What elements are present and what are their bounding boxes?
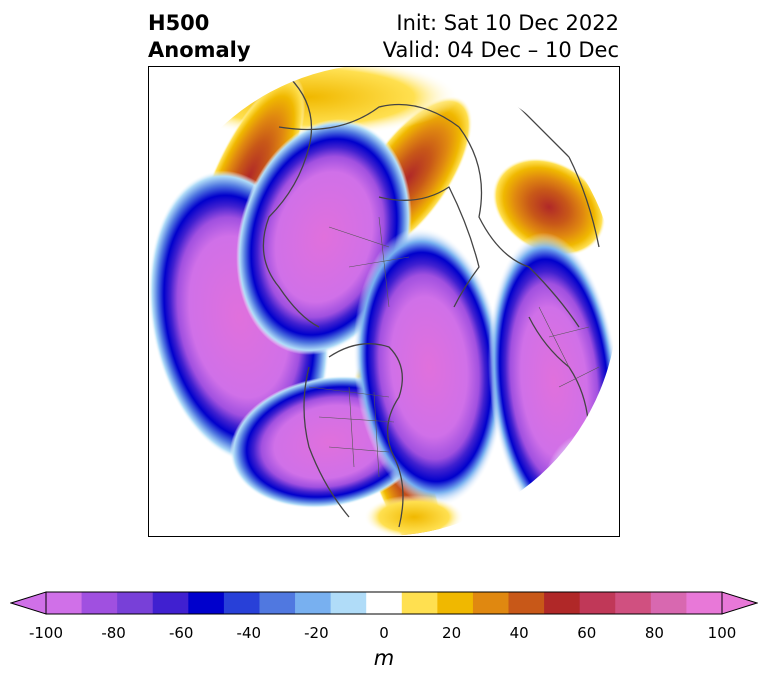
colorbar-tick-label: 100: [707, 624, 737, 642]
political-borders: [308, 216, 600, 478]
colorbar-segment: [579, 592, 616, 614]
trough-central: [353, 227, 505, 507]
colorbar-segment: [544, 592, 581, 614]
colorbar-segment: [330, 592, 367, 614]
map-dates: Init: Sat 10 Dec 2022 Valid: 04 Dec – 10…: [383, 10, 619, 64]
colorbar-segment: [366, 592, 403, 614]
colorbar-tick-label: -100: [28, 624, 64, 642]
title-type: Anomaly: [148, 38, 251, 62]
colorbar-tick-label: -20: [304, 624, 329, 642]
colorbar-segment: [223, 592, 260, 614]
colorbar-extend-min: [10, 591, 47, 615]
colorbar-segment: [508, 592, 545, 614]
coastlines: [262, 76, 600, 528]
title-variable: H500: [148, 11, 210, 35]
colorbar-segment: [259, 592, 296, 614]
colorbar-segment: [81, 592, 118, 614]
colorbar-segment: [188, 592, 225, 614]
weak-ridge-south: [364, 495, 464, 536]
colorbar-segment: [401, 592, 438, 614]
colorbar-unit: m: [373, 646, 395, 670]
anomaly-field: [149, 67, 618, 536]
colorbar-tick-label: -60: [168, 624, 194, 642]
colorbar-tick-label: 20: [442, 624, 462, 642]
colorbar-border: [45, 591, 723, 615]
colorbar-extend-max: [721, 591, 758, 615]
colorbar-segment: [46, 592, 83, 614]
colorbar-segment: [615, 592, 652, 614]
colorbar-segment: [472, 592, 510, 614]
colorbar-tick-label: -80: [101, 624, 126, 642]
map-title: H500 Anomaly: [148, 10, 251, 64]
colorbar-tick-label: 40: [509, 624, 529, 642]
init-date: Init: Sat 10 Dec 2022: [396, 11, 619, 35]
ridge-west-siberia: [492, 157, 606, 257]
valid-range: Valid: 04 Dec – 10 Dec: [382, 38, 619, 62]
colorbar-tick-label: -40: [236, 624, 262, 642]
polar-map: [148, 66, 620, 537]
colorbar-tick-label: 0: [379, 624, 389, 642]
colorbar-segment: [152, 592, 189, 614]
colorbar-segment: [686, 592, 723, 614]
colorbar-segment: [295, 592, 332, 614]
colorbar: [10, 591, 758, 615]
colorbar-segment: [437, 592, 474, 614]
anomaly-map-svg: [149, 67, 618, 536]
colorbar-segment: [117, 592, 154, 614]
colorbar-tick-label: 60: [577, 624, 597, 642]
colorbar-tick-label: 80: [644, 624, 664, 642]
colorbar-segment: [650, 592, 687, 614]
